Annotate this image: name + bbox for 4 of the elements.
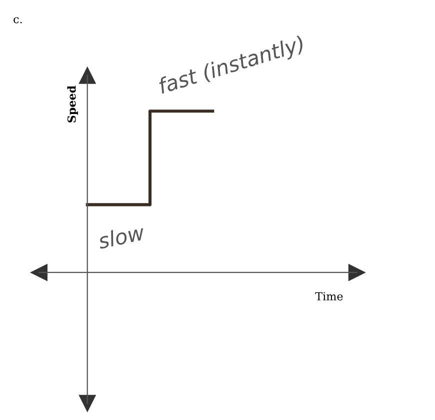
text: Time xyxy=(315,292,343,300)
annotation: slow xyxy=(97,224,146,250)
chart-title: c. xyxy=(14,17,22,24)
y-axis-title: Speed xyxy=(67,86,78,122)
